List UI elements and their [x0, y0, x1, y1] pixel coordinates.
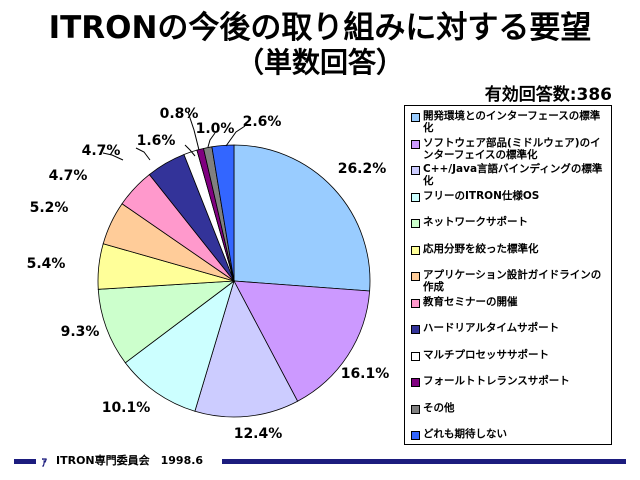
legend-item-6: アプリケーション設計ガイドラインの作成 — [411, 269, 609, 296]
leader-line-9 — [184, 144, 196, 157]
legend-item-4: ネットワークサポート — [411, 216, 609, 243]
pie-slice-4 — [97, 280, 236, 364]
legend-swatch-5 — [411, 245, 420, 255]
legend-item-3: フリーのITRON仕様OS — [411, 190, 609, 217]
data-label-12: 2.6% — [243, 114, 282, 130]
legend-label-1: ソフトウェア部品(ミドルウェア)のインターフェイスの標準化 — [423, 136, 601, 161]
legend-item-9: マルチプロセッササポート — [411, 349, 609, 376]
data-label-9: 1.6% — [137, 133, 176, 149]
data-label-7: 4.7% — [49, 168, 88, 184]
pie-slice-2 — [194, 279, 299, 418]
leader-line-11 — [207, 132, 216, 148]
legend-item-2: C++/Java言語バインディングの標準化 — [411, 163, 609, 190]
legend-label-0: 開発環境とのインターフェースの標準化 — [423, 110, 601, 134]
pie-slice-12 — [211, 144, 235, 282]
legend-item-11: その他 — [411, 402, 609, 429]
legend-swatch-3 — [411, 192, 420, 202]
respondent-count: 有効回答数:386 — [484, 85, 612, 105]
data-label-6: 5.2% — [30, 200, 69, 216]
legend-label-10: フォールトトレランスサポート — [423, 375, 570, 387]
chart-legend: 開発環境とのインターフェースの標準化 ソフトウェア部品(ミドルウェア)のインターフ… — [404, 105, 612, 445]
footer-bar-left — [14, 459, 36, 464]
legend-swatch-9 — [411, 351, 420, 361]
legend-label-4: ネットワークサポート — [423, 216, 528, 228]
legend-label-3: フリーのITRON仕様OS — [423, 189, 540, 202]
chart-subtitle: （単数回答） — [235, 46, 404, 79]
legend-label-12: どれも期待しない — [423, 428, 507, 440]
legend-item-7: 教育セミナーの開催 — [411, 296, 609, 323]
legend-swatch-8 — [411, 325, 420, 334]
chart-title: ITRONの今後の取り組みに対する要望 — [48, 10, 592, 46]
data-label-2: 12.4% — [234, 426, 283, 442]
pie-slice-1 — [233, 280, 371, 402]
pie-slice-3 — [124, 279, 235, 412]
data-label-10: 0.8% — [160, 106, 199, 122]
legend-item-8: ハードリアルタイムサポート — [411, 322, 609, 349]
legend-item-10: フォールトトレランスサポート — [411, 375, 609, 402]
legend-swatch-10 — [411, 378, 420, 387]
data-label-11: 1.0% — [196, 121, 235, 137]
legend-item-0: 開発環境とのインターフェースの標準化 — [411, 110, 609, 137]
legend-swatch-7 — [411, 298, 420, 308]
data-label-5: 5.4% — [27, 256, 66, 272]
leader-line-8 — [135, 147, 151, 161]
data-label-0: 26.2% — [338, 161, 387, 177]
leader-line-10 — [187, 111, 200, 151]
leader-line-7 — [102, 152, 124, 161]
footer-text: ITRON専門委員会 1998.6 — [56, 454, 204, 467]
legend-item-12: どれも期待しない — [411, 428, 609, 455]
legend-label-5: 応用分野を絞った標準化 — [423, 242, 539, 255]
legend-swatch-12 — [411, 431, 420, 440]
legend-swatch-11 — [411, 404, 420, 414]
footer-logo: ｧ — [41, 455, 48, 470]
pie-slice-0 — [233, 144, 371, 292]
legend-swatch-4 — [411, 219, 420, 228]
legend-item-1: ソフトウェア部品(ミドルウェア)のインターフェイスの標準化 — [411, 137, 609, 164]
data-label-8: 4.7% — [82, 143, 121, 159]
legend-label-9: マルチプロセッササポート — [423, 348, 549, 361]
legend-label-8: ハードリアルタイムサポート — [423, 322, 560, 334]
legend-item-5: 応用分野を絞った標準化 — [411, 243, 609, 270]
data-label-3: 10.1% — [102, 400, 151, 416]
legend-label-6: アプリケーション設計ガイドラインの作成 — [423, 269, 602, 293]
footer-bar-right — [222, 459, 626, 464]
legend-label-7: 教育セミナーの開催 — [423, 295, 518, 308]
legend-label-2: C++/Java言語バインディングの標準化 — [423, 163, 603, 187]
data-label-4: 9.3% — [61, 324, 100, 340]
footer: ｧ ITRON専門委員会 1998.6 — [14, 453, 626, 470]
legend-swatch-2 — [411, 166, 420, 175]
legend-label-11: その他 — [423, 401, 455, 414]
legend-swatch-6 — [411, 272, 420, 281]
legend-swatch-0 — [411, 113, 420, 122]
legend-swatch-1 — [411, 139, 420, 149]
data-label-1: 16.1% — [341, 366, 390, 382]
leader-line-12 — [225, 125, 246, 147]
